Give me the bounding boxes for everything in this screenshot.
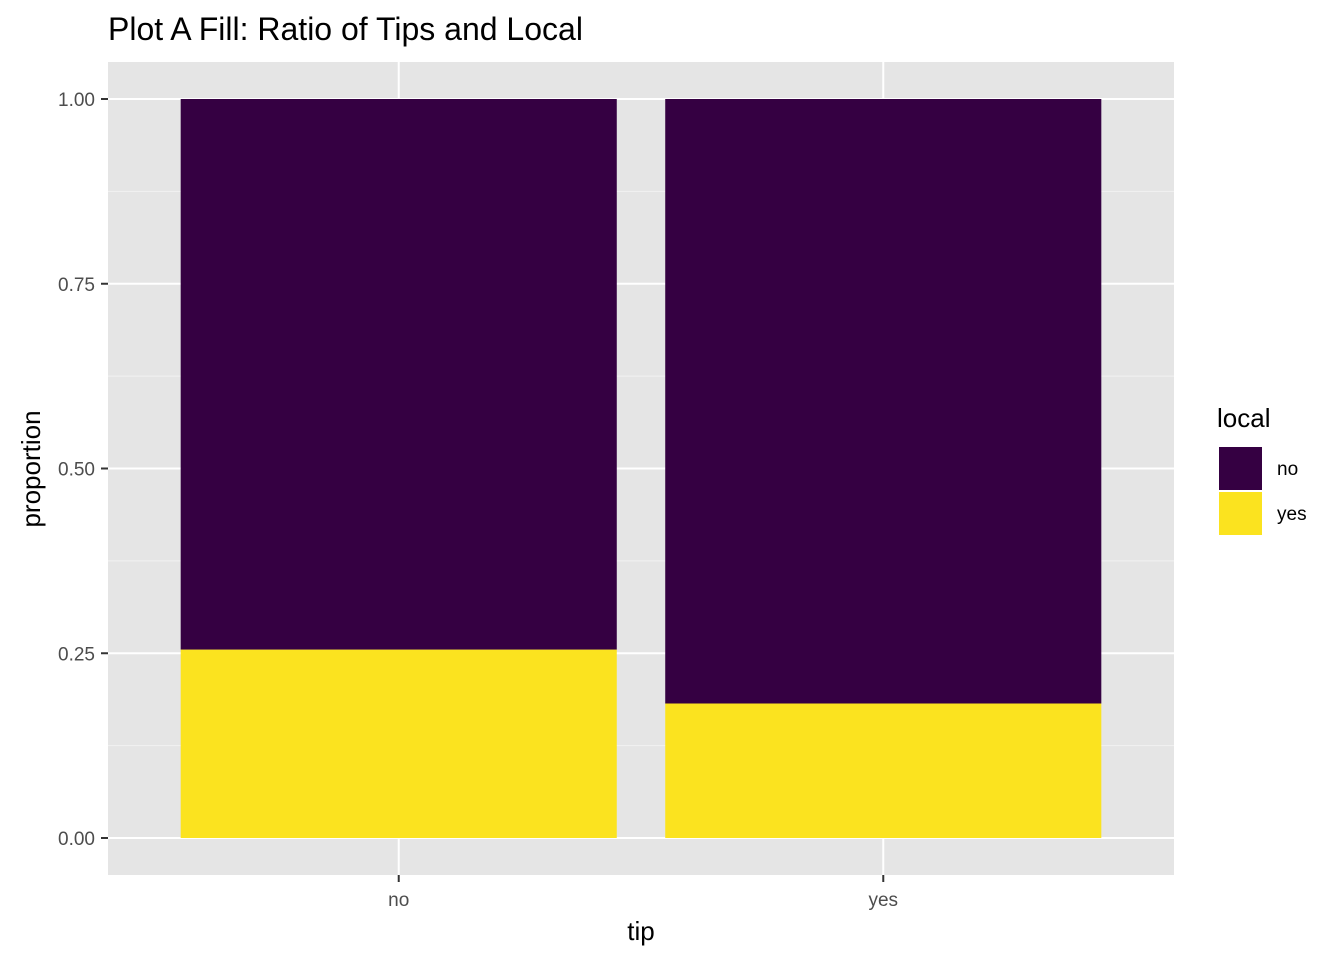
x-axis-title: tip: [627, 916, 654, 946]
legend-key-no: [1217, 445, 1264, 492]
legend: local no yes: [1217, 403, 1307, 537]
y-tick-label: 0.75: [58, 275, 95, 296]
y-tick-label: 0.25: [58, 644, 95, 665]
bars: [180, 99, 1102, 838]
legend-items: no yes: [1217, 445, 1307, 537]
bar-yes-local-yes: [665, 703, 1102, 838]
legend-label-no: no: [1277, 459, 1298, 480]
x-tick-label: yes: [868, 890, 898, 911]
x-axis: no yes: [388, 875, 898, 911]
y-axis: 0.00 0.25 0.50 0.75 1.00: [58, 90, 108, 850]
chart-title: Plot A Fill: Ratio of Tips and Local: [108, 11, 583, 47]
legend-key-yes: [1217, 490, 1264, 537]
legend-label-yes: yes: [1277, 504, 1307, 525]
y-tick-label: 0.50: [58, 460, 95, 481]
y-axis-title: proportion: [16, 410, 46, 527]
legend-title: local: [1217, 403, 1270, 433]
y-tick-label: 0.00: [58, 829, 95, 850]
bar-yes-local-no: [665, 99, 1102, 704]
y-tick-label: 1.00: [58, 90, 95, 111]
x-tick-label: no: [388, 890, 409, 911]
bar-no-local-yes: [180, 649, 617, 838]
bar-no-local-no: [180, 99, 617, 650]
